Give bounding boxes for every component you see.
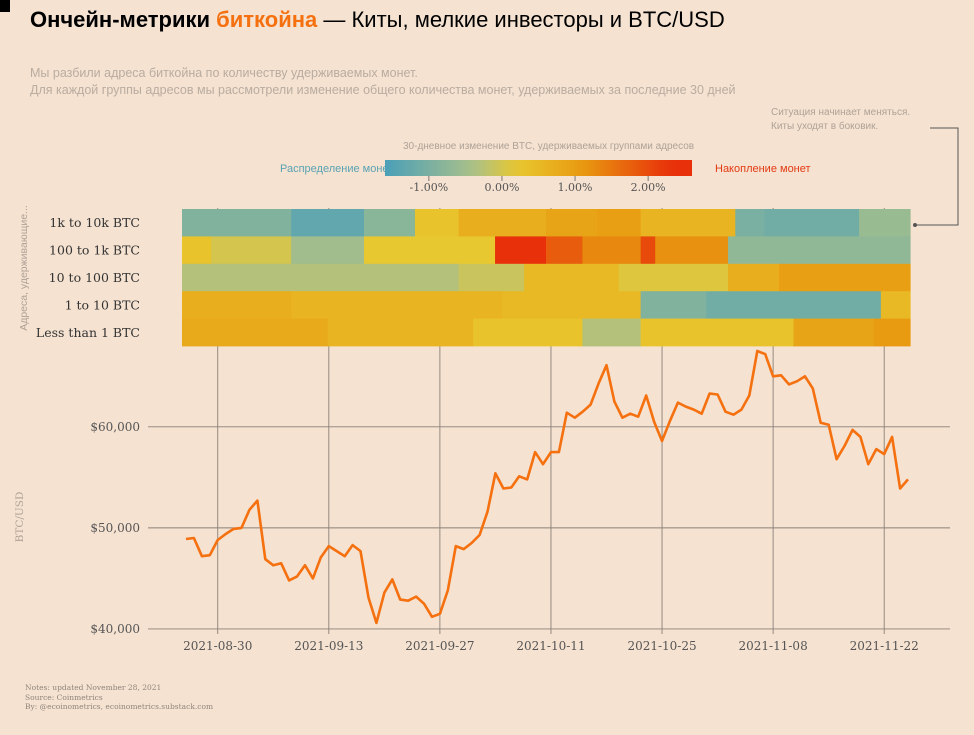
heatmap-cell (596, 209, 642, 237)
heatmap-cell (640, 291, 707, 319)
heatmap-cell (640, 236, 656, 265)
heatmap-row-label: 1k to 10k BTC (49, 215, 140, 230)
heatmap-cell (706, 291, 882, 319)
footer: Notes: updated November 28, 2021 Source:… (25, 683, 213, 712)
heatmap-cell (778, 263, 911, 292)
footer-byline: By: @ecoinometrics, ecoinometrics.substa… (25, 702, 214, 711)
heatmap-cell (582, 318, 642, 347)
heatmap-cell (502, 291, 642, 319)
heatmap-cell (880, 291, 911, 319)
x-tick-label: 2021-08-30 (183, 639, 252, 653)
legend-title: 30-дневное изменение BTC, удерживаемых г… (403, 141, 695, 152)
annotation-dot (913, 223, 917, 227)
heatmap-cell (735, 209, 765, 237)
x-tick-label: 2021-09-13 (294, 639, 363, 653)
subtitle-line2: Для каждой группы адресов мы рассмотрели… (30, 83, 736, 97)
heatmap-cell (640, 318, 795, 347)
subtitle-line1: Мы разбили адреса биткойна по количеству… (30, 66, 418, 80)
annotation-line2: Киты уходят в боковик. (771, 121, 879, 132)
chart-subtitle: Мы разбили адреса биткойна по количеству… (30, 65, 736, 99)
x-tick-label: 2021-11-22 (850, 639, 919, 653)
heatmap-cell (516, 236, 547, 265)
heatmap-cell (291, 236, 365, 265)
x-tick-label: 2021-11-08 (739, 639, 808, 653)
title-accent: биткойна (216, 7, 318, 32)
heatmap-cell (728, 236, 911, 265)
price-y-label: BTC/USD (14, 492, 26, 543)
heatmap-cell (793, 318, 875, 347)
heatmap-cell (473, 318, 583, 347)
heatmap-cell (414, 209, 460, 237)
title-part1: Ончейн-метрики (30, 7, 217, 32)
footer-source: Source: Coinmetrics (25, 692, 103, 702)
heatmap-cell (364, 209, 416, 237)
heatmap-cell (859, 209, 911, 237)
heatmap-cell (458, 209, 547, 237)
x-axis-ticks: 2021-08-30 2021-09-13 2021-09-27 2021-10-11… (183, 639, 919, 653)
chart-title: Ончейн-метрики биткойна — Киты, мелкие и… (30, 7, 725, 33)
heatmap-row-label: 100 to 1k BTC (49, 243, 140, 258)
heatmap-cell (546, 236, 583, 265)
heatmap-cell (182, 263, 460, 292)
price-line (185, 349, 909, 625)
heatmap-cell (291, 291, 503, 319)
heatmap-cell (182, 318, 329, 347)
y-tick-label: $40,000 (90, 622, 140, 636)
legend-left-label: Распределение монет (280, 163, 394, 175)
annotation: Ситуация начинает меняться. Киты уходят … (771, 106, 910, 134)
heatmap-row-label: Less than 1 BTC (36, 325, 140, 340)
heatmap-row-labels: 1k to 10k BTC 100 to 1k BTC 10 to 100 BTC 1… (36, 215, 140, 340)
legend-ticks: -1.00% 0.00% 1.00% 2.00% (410, 176, 666, 194)
title-part2: — Киты, мелкие инвесторы и BTC/USD (317, 7, 725, 32)
x-tick-label: 2021-10-11 (516, 639, 585, 653)
heatmap-cell (211, 236, 292, 265)
heatmap-cell (640, 209, 736, 237)
heatmap-cell (655, 236, 729, 265)
footer-notes: Notes: updated November 28, 2021 (25, 683, 162, 692)
annotation-bracket (915, 127, 959, 226)
x-tick-label: 2021-10-25 (627, 639, 696, 653)
heatmap-row-label: 1 to 10 BTC (65, 297, 140, 312)
heatmap-y-label: Адреса, удерживающие... (18, 205, 30, 331)
heatmap-cell (524, 263, 620, 292)
annotation-line1: Ситуация начинает меняться. (771, 107, 911, 118)
legend-tick-label: -1.00% (410, 181, 449, 194)
heatmap-cell (364, 236, 496, 265)
price-y-ticks: $40,000 $50,000 $60,000 (90, 420, 140, 636)
legend-tick-label: 1.00% (558, 181, 593, 194)
heatmap-cell (182, 291, 292, 319)
legend-tick-label: 0.00% (484, 181, 519, 194)
heatmap-cell (873, 318, 911, 347)
corner-mark (0, 0, 10, 12)
heatmap-cell (582, 236, 642, 265)
heatmap (182, 209, 911, 347)
heatmap-cell (182, 236, 212, 265)
heatmap-row-label: 10 to 100 BTC (49, 270, 140, 285)
heatmap-cell (327, 318, 474, 347)
y-tick-label: $50,000 (90, 521, 140, 535)
horizontal-gridlines (148, 426, 950, 630)
legend-colorbar (385, 160, 692, 176)
heatmap-cell (291, 209, 365, 237)
heatmap-cell (458, 263, 525, 292)
legend-right-label: Накопление монет (715, 163, 811, 175)
heatmap-cell (495, 236, 518, 265)
heatmap-cell (728, 263, 780, 292)
x-tick-label: 2021-09-27 (405, 639, 474, 653)
legend-tick-label: 2.00% (631, 181, 666, 194)
heatmap-cell (764, 209, 860, 237)
heatmap-cell (182, 209, 292, 237)
heatmap-cell (546, 209, 598, 237)
heatmap-cell (618, 263, 729, 292)
y-tick-label: $60,000 (90, 420, 140, 434)
